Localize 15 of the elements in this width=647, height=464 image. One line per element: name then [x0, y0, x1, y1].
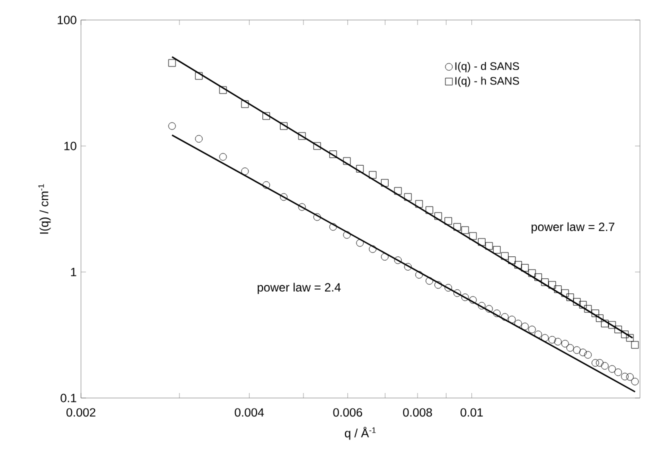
x-tick-label: 0.002	[66, 408, 96, 417]
x-tick-label: 0.008	[403, 408, 432, 417]
annotation: power law = 2.7	[532, 222, 614, 234]
y-axis-title: I(q) / cm$^{-1}$	[38, 184, 51, 234]
y-tick-label: 1	[71, 268, 76, 276]
y-tick-label: 100	[58, 16, 76, 24]
x-tick-label: 0.01	[460, 408, 483, 417]
x-tick-label: 0.004	[234, 408, 264, 417]
annotation: power law = 2.4	[258, 282, 341, 294]
x-axis-title: q / Å$^{-1}$	[344, 426, 376, 440]
legend-label: I(q) - d SANS	[455, 62, 520, 72]
legend-label: I(q) - h SANS	[455, 76, 520, 87]
y-tick-label: 10	[64, 142, 76, 150]
y-tick-label: 0.1	[60, 394, 76, 402]
x-tick-label: 0.006	[333, 408, 362, 417]
